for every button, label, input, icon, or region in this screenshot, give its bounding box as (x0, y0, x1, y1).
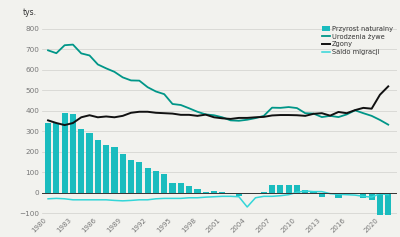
Bar (344, 193, 350, 194)
Bar (269, 185, 275, 193)
Bar (161, 173, 167, 193)
Bar (95, 140, 101, 193)
Text: tys.: tys. (23, 8, 37, 17)
Bar (277, 186, 284, 193)
Bar (286, 185, 292, 193)
Legend: Przyrost naturalny, Urodzenia żywe, Zgony, Saldo migracji: Przyrost naturalny, Urodzenia żywe, Zgon… (322, 26, 393, 55)
Bar (144, 168, 151, 193)
Bar (178, 183, 184, 193)
Bar (385, 193, 391, 231)
Bar (244, 193, 250, 195)
Bar (261, 192, 267, 193)
Bar (136, 162, 142, 193)
Bar (186, 186, 192, 193)
Bar (45, 123, 51, 193)
Bar (53, 123, 60, 193)
Bar (360, 193, 366, 198)
Bar (319, 193, 325, 196)
Bar (70, 114, 76, 193)
Bar (236, 193, 242, 196)
Bar (103, 145, 109, 193)
Bar (302, 190, 308, 193)
Bar (211, 191, 217, 193)
Bar (111, 147, 118, 193)
Bar (120, 154, 126, 193)
Bar (294, 186, 300, 193)
Bar (377, 193, 383, 218)
Bar (219, 192, 226, 193)
Bar (86, 133, 93, 193)
Bar (228, 193, 234, 194)
Bar (170, 183, 176, 193)
Bar (335, 193, 342, 198)
Bar (62, 113, 68, 193)
Bar (78, 129, 84, 193)
Bar (128, 160, 134, 193)
Bar (194, 189, 200, 193)
Bar (153, 171, 159, 193)
Bar (368, 193, 375, 200)
